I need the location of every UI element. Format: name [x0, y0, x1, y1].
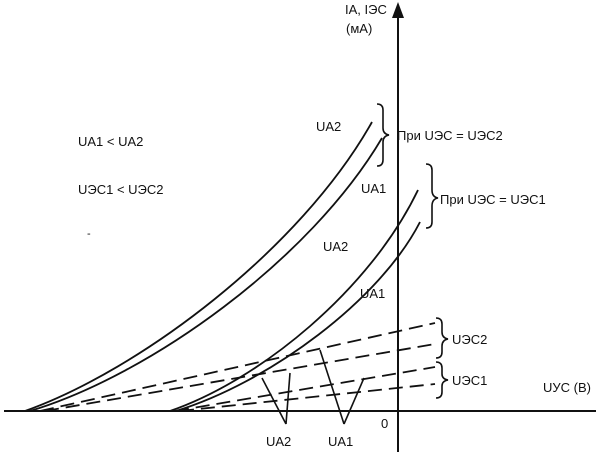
brace-ues1-icon — [435, 361, 449, 399]
dashed-lines — [39, 322, 436, 412]
curve-label-ua1-top: UА1 — [361, 181, 386, 196]
stray-mark: - — [87, 228, 91, 240]
curve-ues1-ua2 — [169, 189, 419, 412]
bottom-label-ua1: UА1 — [328, 434, 353, 449]
curve-label-ua1-mid: UА1 — [360, 286, 385, 301]
curve-ues2-ua2 — [24, 121, 373, 412]
curve-ues1-ua1 — [175, 221, 421, 412]
x-axis-label: UУС (В) — [543, 380, 591, 395]
bracket-label-upper: При UЭС = UЭС2 — [397, 128, 503, 143]
leader-ua1-left — [319, 349, 345, 425]
leader-ua1-right — [343, 377, 365, 425]
y-axis-label: IА, IЭС — [345, 2, 387, 17]
dashed-ues2-ua2 — [39, 322, 436, 412]
y-axis-unit: (мА) — [346, 21, 372, 36]
condition-screen-voltage: UЭС1 < UЭС2 — [78, 182, 164, 197]
y-axis-arrow-icon — [392, 2, 404, 18]
bottom-label-ua2: UА2 — [266, 434, 291, 449]
origin-label: 0 — [381, 416, 388, 431]
curve-ues2-ua1 — [29, 137, 383, 412]
curve-label-ua2-mid: UА2 — [323, 239, 348, 254]
dashed-ues2-ua1 — [44, 343, 436, 412]
dashed-label-ues1: UЭС1 — [452, 373, 487, 388]
leader-ua2-right — [285, 372, 291, 425]
curve-label-ua2-top: UА2 — [316, 119, 341, 134]
bracket-label-lower: При UЭС = UЭС1 — [440, 192, 546, 207]
brace-lower-icon — [425, 163, 439, 229]
condition-anode-voltage: UА1 < UА2 — [78, 134, 143, 149]
brace-upper-icon — [376, 103, 390, 167]
dashed-ues1-ua1 — [179, 383, 436, 412]
brace-ues2-icon — [435, 317, 449, 359]
dashed-ues1-ua2 — [174, 366, 436, 412]
leader-lines — [261, 349, 365, 425]
dashed-label-ues2: UЭС2 — [452, 332, 487, 347]
leader-ua2-left — [261, 377, 287, 425]
